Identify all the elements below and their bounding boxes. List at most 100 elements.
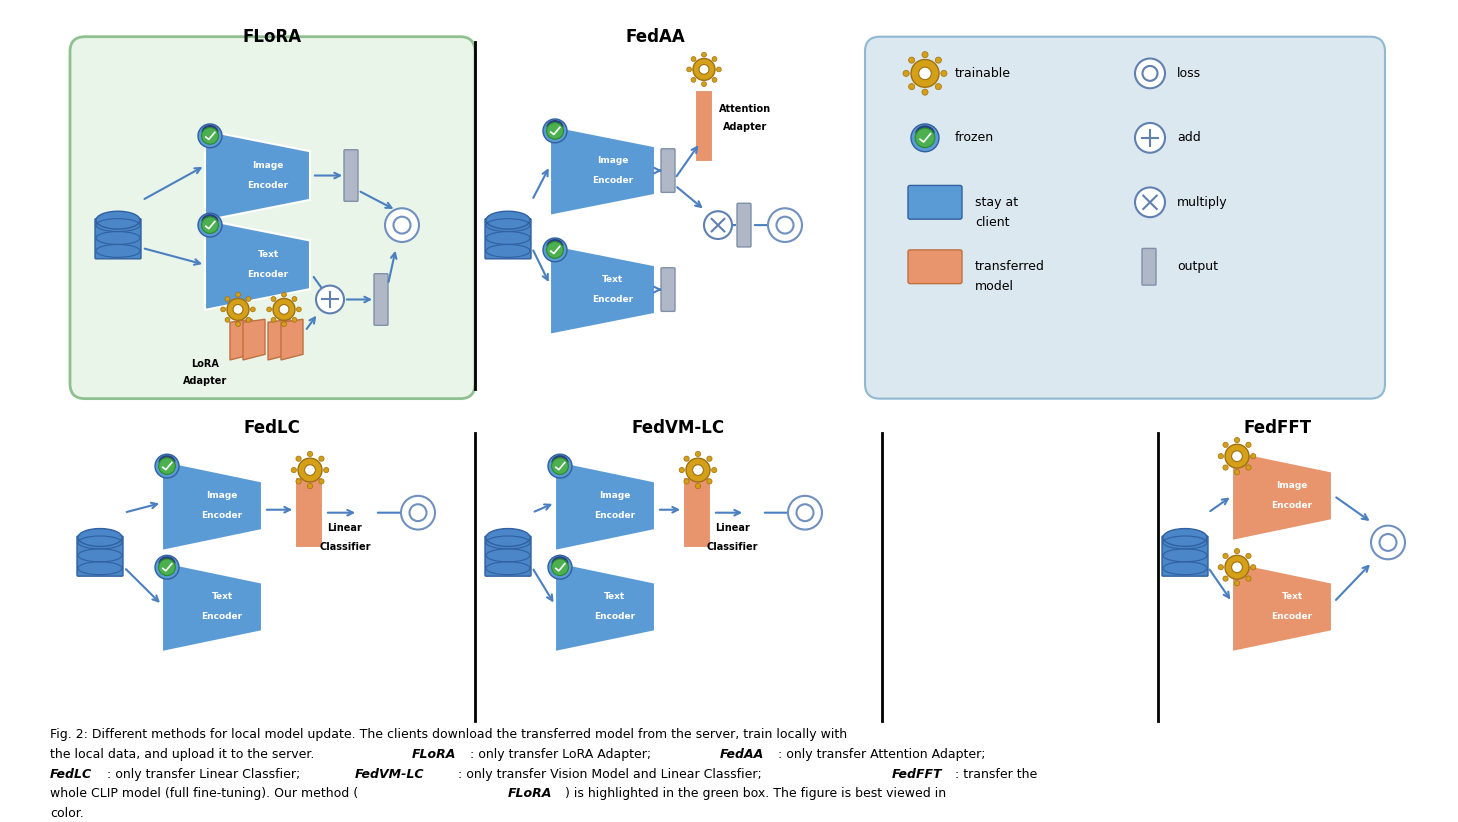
Text: Text: Text [1282, 593, 1302, 602]
Polygon shape [268, 319, 290, 360]
Text: : only transfer Attention Adapter;: : only transfer Attention Adapter; [779, 748, 986, 760]
Polygon shape [230, 319, 252, 360]
Polygon shape [162, 561, 262, 652]
Circle shape [159, 458, 175, 474]
Circle shape [684, 478, 690, 484]
Circle shape [712, 468, 717, 473]
Circle shape [292, 468, 296, 473]
Circle shape [1232, 562, 1242, 573]
FancyBboxPatch shape [865, 37, 1385, 399]
Circle shape [548, 556, 572, 580]
Circle shape [1225, 444, 1250, 468]
Circle shape [251, 307, 255, 312]
Text: Attention: Attention [719, 104, 771, 114]
Text: FedAA: FedAA [720, 748, 764, 760]
FancyBboxPatch shape [344, 150, 359, 201]
Circle shape [935, 84, 942, 90]
Circle shape [1223, 442, 1228, 447]
Text: multiply: multiply [1177, 196, 1228, 209]
Text: Encoder: Encoder [248, 270, 289, 279]
Circle shape [296, 307, 302, 312]
Circle shape [1225, 556, 1250, 580]
Text: trainable: trainable [955, 67, 1010, 80]
Circle shape [1235, 580, 1239, 586]
Circle shape [385, 208, 418, 242]
Circle shape [684, 456, 690, 461]
Text: : only transfer Linear Classfier;: : only transfer Linear Classfier; [106, 768, 305, 781]
Text: model: model [975, 280, 1013, 293]
Circle shape [198, 213, 222, 237]
Circle shape [695, 483, 701, 489]
Text: FLoRA: FLoRA [242, 28, 302, 46]
Circle shape [324, 468, 330, 473]
Text: Encoder: Encoder [248, 181, 289, 190]
Circle shape [707, 456, 712, 461]
Polygon shape [1232, 561, 1333, 652]
Text: Adapter: Adapter [723, 122, 767, 132]
Text: add: add [1177, 132, 1201, 145]
FancyBboxPatch shape [95, 219, 141, 259]
Circle shape [246, 297, 251, 302]
Text: FedAA: FedAA [625, 28, 685, 46]
Circle shape [296, 478, 302, 484]
Circle shape [691, 57, 695, 62]
FancyBboxPatch shape [736, 203, 751, 247]
Circle shape [155, 556, 179, 580]
Circle shape [273, 298, 295, 321]
Circle shape [305, 464, 315, 475]
Circle shape [201, 217, 219, 233]
Circle shape [542, 238, 567, 261]
Text: FedVM-LC: FedVM-LC [631, 419, 725, 437]
Circle shape [903, 71, 910, 76]
Circle shape [687, 458, 710, 482]
Text: Encoder: Encoder [201, 612, 242, 621]
Text: Linear: Linear [714, 523, 749, 533]
Circle shape [1245, 576, 1251, 581]
FancyBboxPatch shape [908, 186, 962, 219]
Text: Text: Text [605, 593, 625, 602]
Polygon shape [695, 90, 713, 162]
FancyBboxPatch shape [1162, 536, 1209, 576]
FancyBboxPatch shape [486, 219, 531, 259]
Circle shape [768, 208, 802, 242]
Circle shape [693, 464, 703, 475]
Circle shape [198, 124, 222, 148]
Circle shape [281, 321, 286, 326]
Polygon shape [243, 319, 265, 360]
Circle shape [220, 307, 226, 312]
Ellipse shape [77, 529, 122, 547]
Circle shape [908, 57, 914, 63]
Text: Image: Image [207, 492, 238, 501]
Text: Image: Image [599, 492, 631, 501]
FancyBboxPatch shape [77, 536, 122, 576]
Circle shape [227, 298, 249, 321]
Circle shape [297, 458, 322, 482]
Circle shape [1219, 454, 1223, 459]
Circle shape [698, 64, 709, 74]
Circle shape [679, 468, 684, 473]
Text: FedFFT: FedFFT [892, 768, 942, 781]
Polygon shape [206, 219, 311, 310]
Circle shape [201, 127, 219, 144]
Circle shape [292, 317, 297, 322]
Polygon shape [295, 477, 324, 548]
Circle shape [701, 53, 707, 57]
Circle shape [542, 119, 567, 143]
Circle shape [319, 456, 324, 461]
Text: Encoder: Encoder [201, 511, 242, 520]
Text: FLoRA: FLoRA [413, 748, 456, 760]
Circle shape [911, 124, 939, 152]
Text: the local data, and upload it to the server.: the local data, and upload it to the ser… [50, 748, 318, 760]
Circle shape [701, 81, 707, 86]
Text: output: output [1177, 261, 1217, 273]
Circle shape [908, 84, 914, 90]
Circle shape [916, 128, 935, 148]
Circle shape [695, 451, 701, 456]
Text: Image: Image [1276, 482, 1308, 491]
Text: color.: color. [50, 807, 83, 820]
Circle shape [707, 478, 712, 484]
Circle shape [551, 458, 569, 474]
Text: Classifier: Classifier [706, 543, 758, 552]
Text: Text: Text [211, 593, 233, 602]
Circle shape [236, 293, 241, 297]
